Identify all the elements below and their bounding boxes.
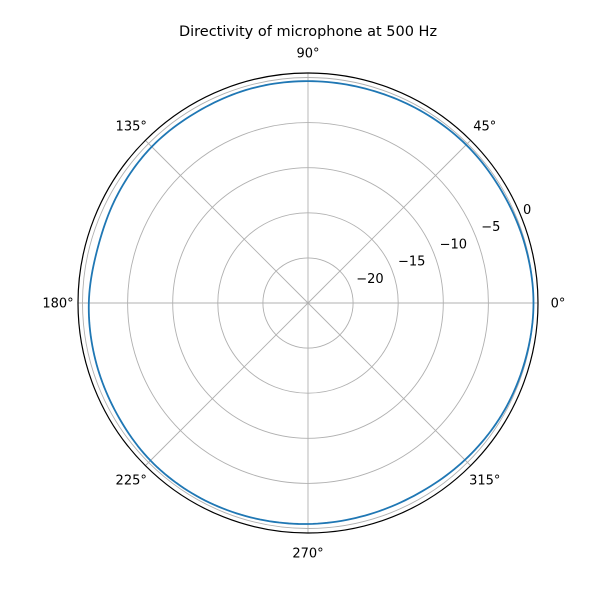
angle-tick-label: 180° (42, 297, 73, 312)
radial-tick-label: −5 (481, 220, 500, 235)
angle-tick-label: 135° (116, 120, 147, 135)
radial-tick-label: −15 (398, 255, 425, 270)
angle-tick-label: 315° (469, 473, 500, 488)
angle-grid-spoke (145, 140, 309, 304)
angle-tick-label: 225° (116, 473, 147, 488)
angle-tick-label: 0° (551, 297, 566, 312)
angle-grid-spoke (145, 302, 309, 466)
radial-tick-label: 0 (523, 203, 531, 218)
angle-tick-label: 45° (473, 120, 496, 135)
angle-grid-spoke (307, 302, 471, 466)
series-layer (87, 80, 535, 525)
angle-tick-labels: 0° 45° 90° 135° 180° 225° 270° 315° (42, 47, 565, 562)
series-line (87, 80, 535, 525)
chart-title: Directivity of microphone at 500 Hz (179, 24, 437, 40)
radial-tick-label: −20 (356, 272, 383, 287)
polar-grid (78, 73, 538, 533)
angle-tick-label: 270° (292, 547, 323, 562)
radial-tick-label: −10 (440, 237, 467, 252)
radial-tick-labels: −20 −15 −10 −5 0 (356, 203, 531, 287)
angle-tick-label: 90° (296, 47, 319, 62)
polar-frame (77, 72, 539, 534)
polar-outer-circle (77, 72, 539, 534)
angle-grid-spoke (307, 140, 471, 304)
